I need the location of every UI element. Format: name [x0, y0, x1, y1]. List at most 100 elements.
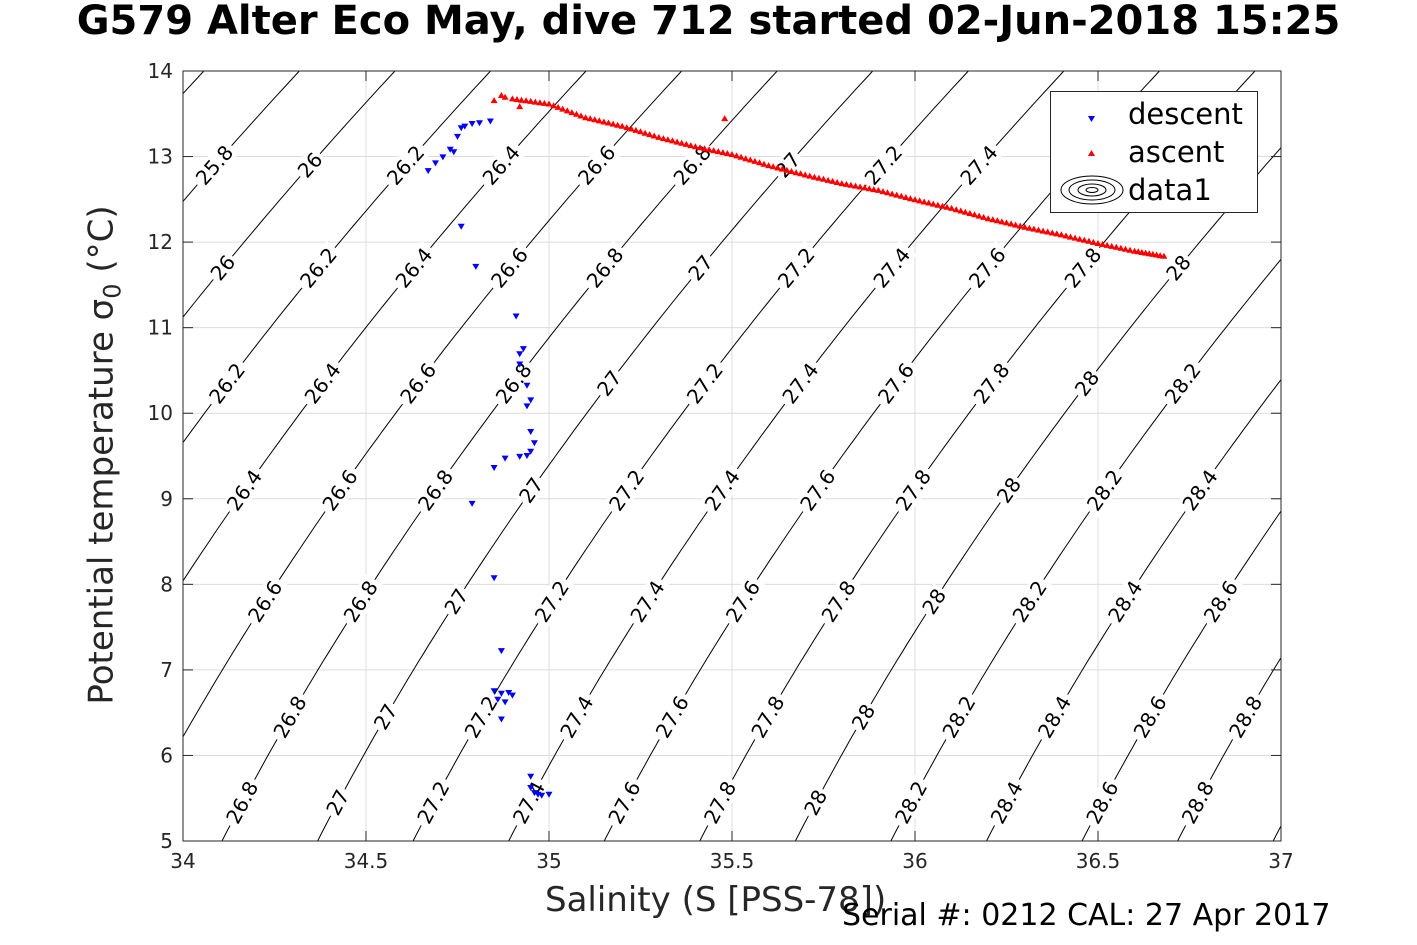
y-tick-label: 10 — [148, 401, 173, 425]
ascent-point — [971, 211, 978, 218]
contour-line — [183, 71, 396, 318]
ascent-point — [522, 97, 530, 104]
descent-point — [508, 692, 516, 699]
ascent-point — [769, 163, 777, 170]
descent-point — [523, 403, 531, 410]
ascent-point — [527, 97, 535, 104]
ascent-point — [595, 117, 603, 124]
contour-label-bg — [1080, 462, 1129, 518]
contour-label-bg — [291, 146, 329, 184]
ascent-point — [1016, 222, 1024, 229]
ascent-point — [742, 155, 750, 162]
descent-point — [461, 123, 469, 130]
ascent-point — [705, 146, 713, 153]
contour-label-bg — [513, 471, 549, 509]
ascent-point — [1126, 246, 1134, 253]
ascent-point — [980, 213, 988, 220]
descent-point — [501, 699, 509, 706]
ascent-point — [531, 98, 539, 105]
contour-label-bg — [984, 774, 1029, 831]
ascent-point — [774, 164, 782, 171]
axis-ticks: 34 34.5 35 35.5 36 36.5 37 5 6 7 8 9 10 11 12 13 14 — [148, 59, 1294, 873]
y-tick-label: 14 — [148, 59, 173, 83]
y-tick-label: 6 — [160, 743, 173, 767]
ascent-point — [897, 192, 905, 199]
descent-point — [494, 696, 502, 703]
contour-label-bg — [380, 138, 432, 192]
contour-label-bg — [916, 582, 952, 621]
ascent-point — [961, 208, 969, 215]
ascent-point — [806, 172, 814, 179]
ascent-point — [1035, 226, 1042, 233]
descent-point — [472, 263, 480, 270]
ascent-point — [518, 96, 525, 103]
descent-point — [432, 160, 439, 167]
contour-label-bg — [393, 355, 443, 411]
contour-label-bg — [602, 462, 651, 518]
ascent-point — [801, 171, 809, 178]
ascent-point — [1160, 252, 1168, 259]
contour-label-bg — [388, 240, 440, 295]
contour-label-bg — [220, 774, 265, 831]
contour-label-bg — [680, 355, 730, 411]
x-tick-label: 35.5 — [710, 849, 755, 873]
ascent-point — [691, 143, 699, 150]
ascent-point — [911, 196, 919, 203]
contour-label-bg — [698, 462, 747, 518]
x-tick-label: 34.5 — [344, 849, 389, 873]
ascent-point — [1099, 240, 1107, 247]
descent-point — [486, 118, 494, 125]
ascent-point — [939, 202, 946, 209]
contour-label-bg — [771, 240, 822, 295]
contour-line — [183, 71, 492, 444]
descent-point — [439, 154, 447, 161]
series-ascent — [490, 92, 1168, 259]
contour-label-bg — [1031, 688, 1078, 745]
ascent-point — [948, 204, 956, 211]
ascent-point — [728, 151, 736, 157]
contour-label-bg — [769, 146, 807, 184]
ascent-point — [540, 99, 548, 106]
contour-label-bg — [316, 462, 365, 518]
ascent-point — [1117, 244, 1125, 251]
contour-label-bg — [1158, 355, 1208, 411]
contour-label: 27 — [321, 786, 354, 820]
ascent-point — [1057, 231, 1065, 238]
ascent-point — [993, 217, 1001, 224]
contour-line — [0, 54, 29, 858]
y-tick-label: 13 — [148, 145, 173, 169]
descent-point — [530, 440, 538, 447]
x-axis-label: Salinity (S [PSS-78]) — [545, 880, 887, 920]
ascent-point — [751, 157, 759, 164]
x-tick-label: 36 — [902, 849, 927, 873]
ascent-point — [536, 99, 544, 106]
x-tick-label: 35 — [536, 849, 561, 873]
ascent-point — [952, 206, 960, 213]
descent-point — [505, 690, 513, 696]
contour-line — [1360, 54, 1417, 858]
ascent-point — [783, 166, 791, 173]
ascent-point — [554, 103, 562, 110]
contour-label-bg — [602, 774, 647, 831]
ascent-point — [582, 114, 590, 121]
contour-label-bg — [220, 462, 269, 518]
legend-label-ascent: ascent — [1128, 135, 1225, 169]
ascent-point — [516, 103, 524, 110]
ascent-point — [721, 115, 729, 122]
legend-label-descent: descent — [1128, 97, 1243, 131]
contour-label-bg — [267, 688, 313, 745]
ascent-point — [678, 139, 686, 146]
ascent-point — [1021, 223, 1029, 230]
ascent-point — [788, 168, 795, 174]
legend-entry-data1: data1 — [1051, 172, 1259, 208]
ascent-point — [609, 120, 617, 127]
ascent-point — [710, 147, 718, 154]
ascent-point — [577, 112, 585, 119]
descent-point — [527, 448, 535, 455]
ascent-point — [719, 149, 727, 156]
ascent-point — [810, 173, 818, 180]
contour-line — [183, 71, 587, 582]
ascent-point — [550, 102, 558, 109]
contour-label-bg — [571, 138, 623, 192]
ascent-point — [820, 175, 827, 182]
